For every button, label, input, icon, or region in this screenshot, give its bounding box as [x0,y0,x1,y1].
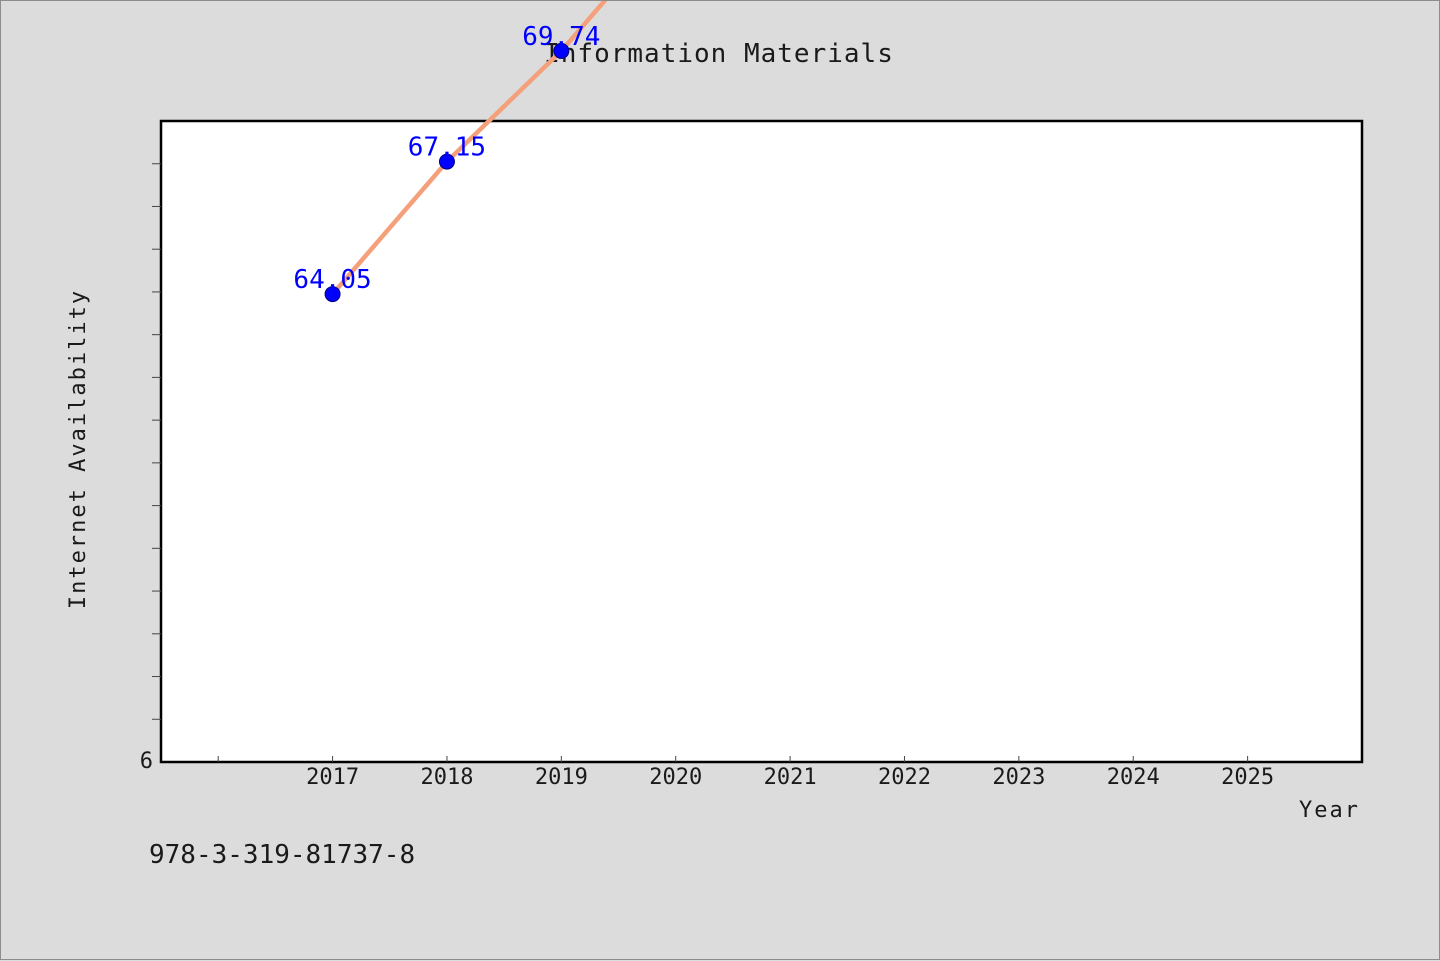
x-tick-label: 2022 [878,765,931,790]
x-tick-label: 2017 [306,765,359,790]
isbn-footer: 978-3-319-81737-8 [149,840,415,870]
x-tick-label: 2021 [764,765,817,790]
x-tick-label: 2019 [535,765,588,790]
x-tick-label: 2018 [420,765,473,790]
data-point [324,286,341,303]
y-tick-label: 6 [140,749,153,774]
plot-area [159,119,1364,764]
x-tick-label: 2025 [1221,765,1274,790]
data-point [553,42,570,59]
series-layer [324,1,608,303]
data-point [438,153,455,170]
data-label: 67.15 [408,133,486,163]
data-label: 64.05 [293,265,371,295]
series-line [330,1,608,296]
data-labels: 64.0567.1569.7472.8472.7173.271.5671.617… [293,22,600,295]
x-axis-label: Year [1299,798,1360,823]
y-axis-ticks: 6 [140,163,161,774]
chart-title: Information Materials [544,39,894,69]
x-tick-label: 2024 [1107,765,1160,790]
x-tick-label: 2023 [992,765,1045,790]
y-axis-label: Internet Availability [66,289,91,609]
data-label: 69.74 [522,22,600,52]
x-axis-ticks: 2017 2018 2019 2020 2021 2022 2023 2024 2025 [217,756,1274,790]
x-tick-label: 2020 [649,765,702,790]
